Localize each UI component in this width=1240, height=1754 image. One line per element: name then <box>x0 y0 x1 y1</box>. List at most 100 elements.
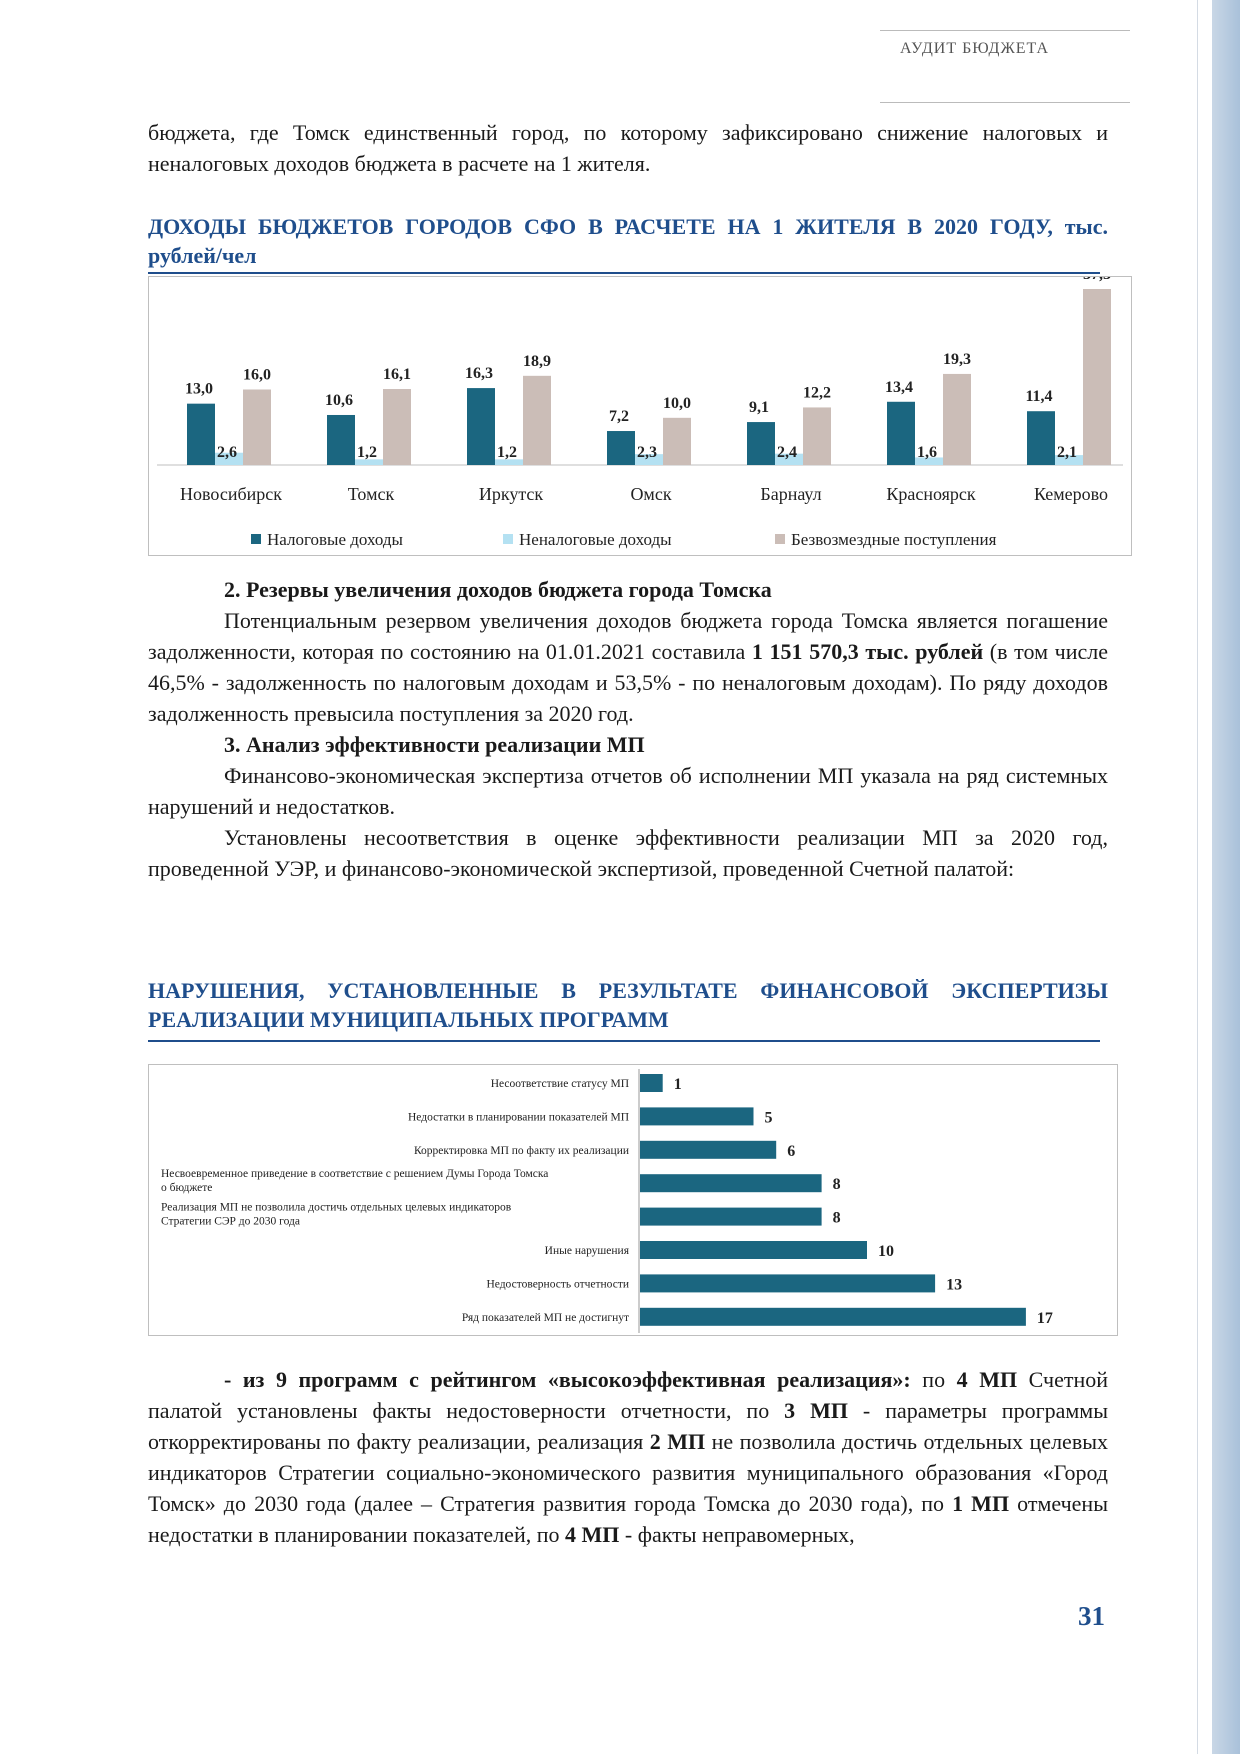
category-label-2: Томск <box>348 484 395 504</box>
side-decor-strip <box>1212 0 1240 1754</box>
hbar-7 <box>640 1274 936 1293</box>
bar-1-6 <box>887 401 915 465</box>
chart1-frame: 13,0 2,6 16,0 Новосибирск 10,6 1,2 16,1 Томск 16… <box>148 266 1132 556</box>
chart2-title-rule <box>148 1040 1100 1042</box>
hbar-category-3: Корректировка МП по факту их реализации <box>414 1145 629 1157</box>
bottom-bold-3: 2 МП <box>649 1429 706 1454</box>
bottom-text-1: по <box>910 1367 957 1392</box>
data-label-3-4: 10,0 <box>663 395 691 412</box>
bar-1-4 <box>607 431 635 465</box>
data-label-3-1: 16,0 <box>243 367 271 384</box>
chart1-title: ДОХОДЫ БЮДЖЕТОВ ГОРОДОВ СФО В РАСЧЕТЕ НА… <box>148 214 1108 268</box>
data-label-3-3: 18,9 <box>523 353 551 370</box>
data-label-2-7: 2,1 <box>1057 444 1077 461</box>
income-per-capita-chart: 13,0 2,6 16,0 Новосибирск 10,6 1,2 16,1 Томск 16… <box>157 266 1123 549</box>
legend-label-1: Налоговые доходы <box>267 530 403 549</box>
bottom-bold-4: 1 МП <box>952 1491 1010 1516</box>
section2-text-rest: (в том числе 46,5% - задолженность по на… <box>148 639 1108 726</box>
hbar-1 <box>640 1074 663 1092</box>
hbar-category-4-line2: о бюджете <box>161 1182 212 1194</box>
data-label-1-5: 9,1 <box>749 399 769 416</box>
data-label-1-4: 7,2 <box>609 408 629 425</box>
section3-paragraph-2: Установлены несоответствия в оценке эффе… <box>148 825 1108 881</box>
hbar-category-5-line2: Стратегии СЭР до 2030 года <box>161 1216 300 1228</box>
bar-2-4 <box>635 454 663 465</box>
bottom-bold-1: 4 МП <box>956 1367 1018 1392</box>
hbar-value-6: 10 <box>878 1243 894 1260</box>
header-rule-bottom <box>880 102 1130 103</box>
bottom-bold-5: 4 МП <box>565 1522 620 1547</box>
data-label-3-2: 16,1 <box>383 366 411 383</box>
hbar-2 <box>640 1107 754 1126</box>
legend-swatch-2 <box>503 534 513 544</box>
category-label-7: Кемерово <box>1034 484 1108 504</box>
bar-3-2 <box>383 389 411 465</box>
data-label-2-4: 2,3 <box>637 444 657 461</box>
category-label-3: Иркутск <box>479 484 544 504</box>
section2-text: Потенциальным резервом увеличения доходо… <box>148 608 1108 664</box>
hbar-8 <box>640 1307 1026 1326</box>
data-label-1-3: 16,3 <box>465 365 493 382</box>
data-label-2-1: 2,6 <box>217 444 237 461</box>
chart1-title-rule <box>148 272 1100 274</box>
hbar-category-7: Недостоверность отчетности <box>486 1278 629 1290</box>
hbar-category-4-line1: Несвоевременное приведение в соответстви… <box>161 1168 548 1180</box>
hbar-value-1: 1 <box>674 1076 682 1093</box>
data-label-1-6: 13,4 <box>885 379 913 396</box>
bottom-text-2: Счетной палатой установлены факты недост… <box>148 1367 1109 1423</box>
bar-1-3 <box>467 388 495 465</box>
bar-3-7 <box>1083 289 1111 465</box>
hbar-category-5-line1: Реализация МП не позволила достичь отдел… <box>161 1202 512 1214</box>
hbar-category-1: Несоответствие статусу МП <box>491 1078 629 1090</box>
bar-2-5 <box>775 453 803 465</box>
hbar-value-4: 8 <box>833 1176 841 1193</box>
data-label-3-6: 19,3 <box>943 351 971 368</box>
bar-3-4 <box>663 417 691 465</box>
bar-1-2 <box>327 414 355 465</box>
page-number: 31 <box>1078 1601 1105 1631</box>
hbar-4 <box>640 1174 822 1193</box>
bar-3-6 <box>943 373 971 465</box>
bottom-bold-2: 3 МП <box>784 1398 848 1423</box>
bottom-paragraph-body: - из 9 программ с рейтингом «высокоэффек… <box>148 1364 1108 1550</box>
intro-paragraph: бюджета, где Томск единственный город, п… <box>148 120 1108 176</box>
bottom-text-4: не позволила достичь отдельных целевых и… <box>148 1429 1108 1516</box>
chart2-title: НАРУШЕНИЯ, УСТАНОВЛЕННЫЕ В РЕЗУЛЬТАТЕ ФИ… <box>148 978 1108 1032</box>
hbar-value-2: 5 <box>765 1109 773 1126</box>
hbar-6 <box>640 1241 867 1259</box>
section2-heading: 2. Резервы увеличения доходов бюджета го… <box>224 577 772 602</box>
bar-2-7 <box>1055 455 1083 465</box>
section3-heading: 3. Анализ эффективности реализации МП <box>224 732 645 757</box>
hbar-value-7: 13 <box>946 1276 962 1293</box>
bar-1-7 <box>1027 411 1055 465</box>
legend-label-2: Неналоговые доходы <box>519 530 672 549</box>
bottom-paragraph: - из 9 программ с рейтингом «высокоэффек… <box>148 1364 1108 1550</box>
legend-swatch-3 <box>775 534 785 544</box>
violations-chart: 1 Несоответствие статусу МП 5 Недостатки в … <box>161 1069 1053 1333</box>
category-label-6: Красноярск <box>886 484 976 504</box>
debt-amount: 1 151 570,3 тыс. рублей <box>751 639 984 664</box>
hbar-category-2: Недостатки в планировании показателей МП <box>408 1111 629 1123</box>
hbar-5 <box>640 1207 822 1226</box>
bar-2-1 <box>215 452 243 465</box>
data-label-2-3: 1,2 <box>497 444 517 461</box>
section2-block: 2. Резервы увеличения доходов бюджета го… <box>148 574 1108 884</box>
data-label-1-2: 10,6 <box>325 392 353 409</box>
side-divider-line <box>1197 0 1198 1754</box>
bottom-lead: - из 9 программ с рейтингом «высокоэффек… <box>224 1367 911 1392</box>
bar-3-3 <box>523 375 551 465</box>
bar-3-1 <box>243 389 271 465</box>
section2-paragraph: Потенциальным резервом увеличения доходо… <box>148 605 1108 729</box>
data-label-1-1: 13,0 <box>185 381 213 398</box>
legend-swatch-1 <box>251 534 261 544</box>
category-label-5: Барнаул <box>760 484 821 504</box>
hbar-3 <box>640 1140 777 1159</box>
bottom-text-5: отмечены недостатки в планировании показ… <box>148 1491 1108 1547</box>
running-header: АУДИТ БЮДЖЕТА <box>900 40 1050 57</box>
section3-paragraph-1: Финансово-экономическая экспертиза отчет… <box>148 763 1108 819</box>
bottom-text-3: - параметры программы откорректированы п… <box>148 1398 1108 1454</box>
bar-1-5 <box>747 422 775 465</box>
category-label-4: Омск <box>630 484 671 504</box>
category-label-1: Новосибирск <box>180 484 282 504</box>
data-label-3-7: 37,3 <box>1083 277 1111 283</box>
